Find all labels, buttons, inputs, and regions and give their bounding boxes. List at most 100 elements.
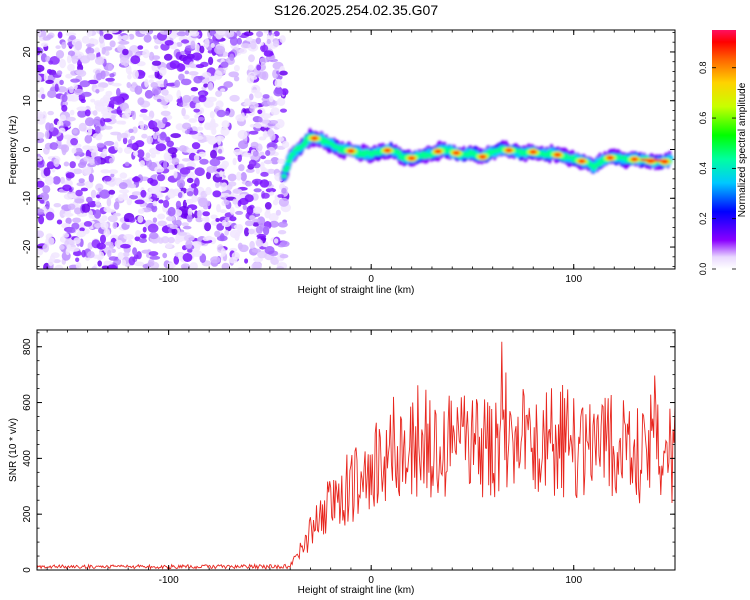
noise-blob — [66, 227, 76, 234]
noise-blob — [260, 171, 269, 177]
noise-blob — [163, 53, 173, 61]
noise-blob — [108, 189, 116, 195]
noise-blob — [236, 30, 241, 36]
noise-blob — [97, 187, 102, 192]
noise-blob — [137, 149, 145, 159]
noise-blob — [238, 140, 249, 150]
noise-blob — [72, 250, 82, 257]
noise-blob — [191, 52, 203, 61]
noise-blob — [109, 73, 115, 78]
noise-blob — [248, 54, 255, 63]
noise-blob — [220, 61, 229, 68]
noise-blob — [88, 173, 94, 183]
noise-blob — [210, 149, 217, 159]
noise-blob — [181, 222, 189, 227]
noise-blob — [139, 233, 147, 239]
noise-blob — [281, 187, 287, 194]
noise-blob — [220, 248, 227, 257]
noise-blob — [246, 75, 255, 84]
noise-blob — [220, 127, 230, 136]
noise-blob — [152, 200, 158, 207]
noise-blob — [170, 133, 181, 139]
noise-blob — [140, 120, 145, 131]
noise-blob — [177, 231, 188, 236]
noise-blob — [144, 198, 153, 203]
noise-blob — [43, 72, 49, 82]
noise-blob — [199, 45, 205, 54]
noise-blob — [102, 113, 112, 119]
noise-blob — [227, 173, 237, 182]
noise-blob — [209, 75, 217, 82]
noise-blob — [102, 106, 113, 111]
noise-blob — [118, 40, 130, 45]
noise-blob — [78, 122, 87, 132]
noise-blob — [265, 187, 277, 193]
noise-blob — [238, 244, 249, 253]
noise-blob — [132, 126, 138, 134]
noise-blob — [174, 219, 182, 227]
signal-track-segment — [285, 159, 293, 164]
noise-blob — [89, 38, 95, 44]
noise-blob — [105, 90, 113, 97]
noise-blob — [255, 239, 263, 247]
noise-blob — [56, 219, 63, 225]
noise-blob — [144, 78, 149, 88]
signal-hotspot-core — [555, 153, 560, 157]
x-tick-label: 100 — [565, 274, 582, 285]
noise-blob — [259, 222, 264, 232]
noise-blob — [266, 168, 276, 174]
noise-blob — [212, 190, 222, 198]
noise-blob — [114, 141, 119, 151]
noise-blob — [93, 209, 102, 219]
noise-blob — [37, 180, 45, 188]
noise-blob — [259, 161, 265, 171]
noise-blob — [237, 200, 242, 207]
noise-blob — [149, 232, 159, 240]
noise-blob — [105, 209, 116, 213]
noise-blob — [137, 97, 145, 106]
noise-blob — [176, 179, 186, 189]
noise-blob — [122, 137, 128, 145]
noise-blob — [253, 188, 262, 193]
noise-blob — [61, 41, 67, 50]
noise-blob — [142, 226, 147, 233]
noise-blob — [191, 142, 201, 150]
noise-blob — [37, 30, 42, 37]
noise-blob — [121, 259, 127, 266]
noise-blob — [161, 236, 170, 244]
noise-blob — [177, 252, 184, 261]
noise-blob — [270, 256, 279, 265]
noise-blob — [268, 213, 279, 222]
noise-blob — [130, 110, 135, 116]
noise-blob — [75, 155, 81, 160]
noise-blob — [100, 169, 111, 174]
noise-blob — [157, 220, 167, 227]
noise-blob — [37, 110, 41, 118]
noise-blob — [250, 41, 257, 50]
y-tick-label: 0 — [22, 146, 33, 152]
noise-blob — [47, 89, 57, 99]
noise-blob — [74, 147, 83, 155]
noise-blob — [93, 116, 102, 126]
noise-blob — [216, 30, 226, 36]
noise-blob — [107, 215, 118, 223]
noise-blob — [182, 253, 193, 262]
noise-blob — [274, 78, 283, 88]
noise-blob — [122, 48, 129, 56]
noise-blob — [229, 53, 235, 61]
noise-blob — [103, 118, 112, 123]
noise-blob — [39, 199, 45, 204]
noise-blob — [224, 229, 229, 236]
noise-blob — [229, 229, 241, 239]
noise-blob — [210, 43, 215, 48]
noise-blob — [148, 251, 159, 257]
noise-blob — [97, 260, 102, 267]
noise-blob — [118, 194, 124, 202]
noise-blob — [180, 51, 186, 55]
noise-blob — [249, 123, 256, 128]
colorbar-ticks: 0.0 0.2 0.4 0.6 0.8 — [698, 61, 736, 275]
noise-blob — [65, 248, 70, 256]
noise-blob — [130, 135, 136, 141]
noise-blob — [53, 158, 60, 168]
spectrogram-x-ticks: -100 0 100 — [46, 30, 676, 285]
